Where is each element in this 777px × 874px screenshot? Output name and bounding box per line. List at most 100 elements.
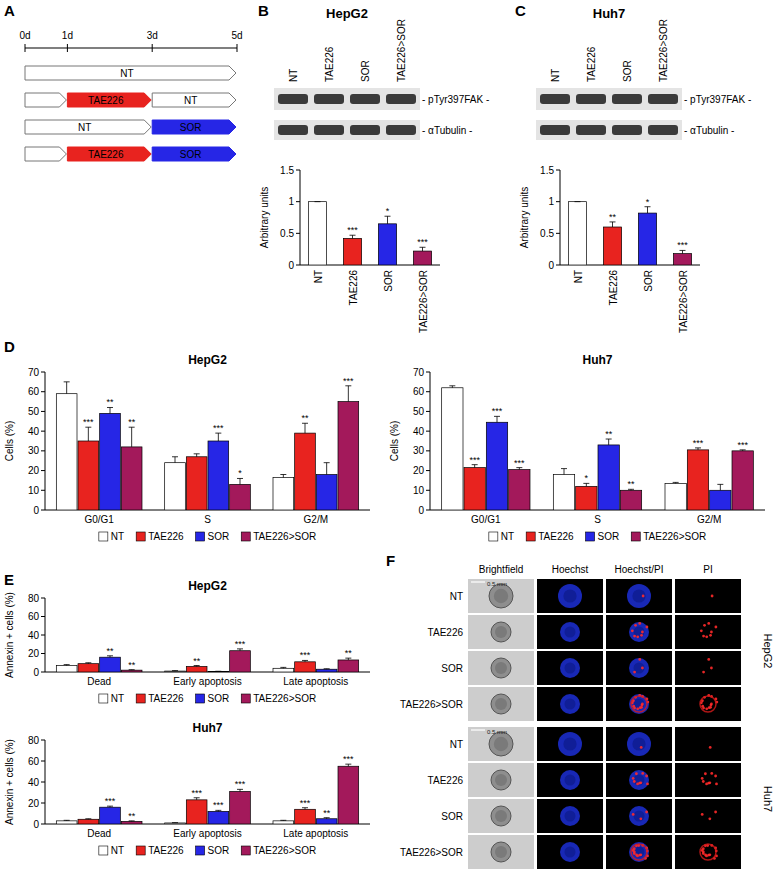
- lane-label: TAE226>SOR: [396, 19, 407, 82]
- micrograph: [468, 615, 534, 649]
- bar: [665, 483, 686, 510]
- y-tick-label: 1: [288, 196, 294, 207]
- micrograph: [606, 763, 672, 797]
- scale-bar-label: 0.5 mm: [487, 729, 507, 735]
- nuclei-core: [565, 699, 576, 710]
- error-bar: [345, 658, 351, 660]
- pi-signal: [641, 772, 644, 775]
- chart-title: HepG2: [188, 579, 227, 593]
- nuclei-core: [634, 811, 645, 822]
- pi-signal: [708, 817, 711, 820]
- pi-signal: [635, 772, 638, 775]
- significance: ***: [213, 423, 224, 433]
- error-cap: [172, 456, 178, 457]
- pi-signal: [710, 631, 713, 634]
- x-tick-label: Dead: [87, 828, 111, 839]
- error-cap: [280, 474, 286, 475]
- significance: **: [193, 656, 201, 666]
- timeline-tick: [67, 44, 68, 52]
- annotations: ********************: [469, 406, 748, 489]
- bar: [165, 671, 186, 672]
- bar: [673, 254, 691, 265]
- y-tick-label: 0: [33, 667, 39, 678]
- error-bar: [516, 468, 522, 470]
- pi-signal: [702, 780, 705, 783]
- error-cap: [717, 484, 723, 485]
- bar: [208, 441, 229, 510]
- pi-signal: [640, 746, 643, 749]
- annotations: **********************: [105, 754, 354, 821]
- y-tick-label: 20: [28, 798, 40, 809]
- micrograph: [606, 835, 672, 869]
- y-tick: [41, 761, 45, 762]
- error-cap: [324, 668, 330, 669]
- blot-title: HepG2: [326, 6, 368, 21]
- pi-signal: [638, 622, 641, 625]
- significance: ***: [492, 406, 503, 416]
- error-bar: [85, 427, 91, 441]
- bar: [553, 475, 574, 510]
- bars: [56, 649, 358, 672]
- y-tick: [296, 265, 300, 266]
- nuclei-stain: [560, 842, 580, 862]
- chart-title: Huh7: [193, 721, 223, 735]
- y-tick: [41, 653, 45, 654]
- bar: [638, 213, 656, 265]
- error-line: [647, 207, 648, 213]
- error-bar: [194, 454, 200, 457]
- significance: ***: [105, 796, 116, 806]
- error-bar: [315, 201, 321, 202]
- error-bar: [420, 247, 426, 251]
- timeline-tick: [237, 44, 238, 52]
- y-tick: [41, 635, 45, 636]
- pi-signal: [701, 705, 704, 708]
- error-cap: [172, 670, 178, 671]
- nuclei-core: [634, 847, 645, 858]
- scale-bar-label: 0.5 mm: [487, 581, 507, 587]
- bar: [442, 388, 463, 510]
- bar: [78, 819, 99, 824]
- panel-label: D: [4, 338, 15, 355]
- significance: *: [238, 468, 242, 478]
- row-label: SOR: [441, 663, 463, 674]
- spheroid: [491, 770, 511, 790]
- y-axis: [560, 170, 561, 265]
- y-tick-label: 30: [413, 445, 425, 456]
- pi-signal: [707, 622, 710, 625]
- bar: [273, 477, 294, 510]
- micrograph: [537, 579, 603, 613]
- bar: [186, 800, 207, 824]
- y-axis: [300, 170, 301, 265]
- pi-signal: [642, 595, 645, 598]
- spheroid-core: [494, 589, 508, 603]
- error-line: [283, 475, 284, 478]
- pi-signal: [646, 783, 649, 786]
- y-axis-label: Arbitrary units: [519, 187, 530, 249]
- pi-signal: [636, 707, 639, 710]
- y-axis-label: Annexin + cells (%): [4, 592, 15, 678]
- significance: **: [627, 479, 635, 489]
- timeline-label: TAE226: [88, 95, 124, 106]
- y-axis-label: Cells (%): [4, 421, 15, 462]
- error-line: [564, 469, 565, 475]
- image-bg: [606, 799, 672, 833]
- panel-label: A: [4, 2, 15, 19]
- micrograph: [606, 579, 672, 613]
- error-bar: [107, 806, 113, 807]
- pi-signal: [638, 854, 641, 857]
- y-tick-label: 80: [28, 593, 40, 604]
- significance: ***: [677, 240, 688, 250]
- pi-signal: [635, 854, 638, 857]
- nuclei-stain: [627, 732, 651, 756]
- y-tick: [41, 490, 45, 491]
- chart: Huh7Cells (%)010203040506070************…: [389, 353, 765, 542]
- image-bg: [675, 651, 741, 685]
- y-tick: [296, 170, 300, 171]
- y-tick: [296, 201, 300, 202]
- error-bar: [194, 798, 200, 800]
- error-bar: [280, 820, 286, 822]
- pi-signal: [702, 671, 705, 674]
- y-tick: [41, 824, 45, 825]
- micrograph: [675, 727, 741, 761]
- nuclei-core: [634, 775, 645, 786]
